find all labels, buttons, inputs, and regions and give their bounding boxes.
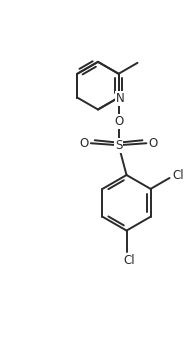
Text: O: O (149, 137, 158, 150)
Text: Cl: Cl (173, 170, 184, 183)
Text: O: O (114, 115, 123, 128)
Text: S: S (115, 139, 122, 152)
Text: Cl: Cl (124, 254, 135, 267)
Text: O: O (79, 137, 88, 150)
Text: N: N (116, 92, 125, 105)
